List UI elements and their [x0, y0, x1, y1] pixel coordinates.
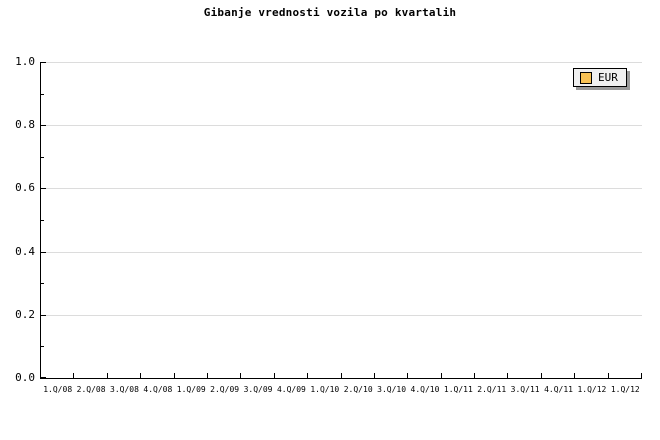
x-tick — [173, 373, 175, 378]
y-axis-label: 0.8 — [15, 118, 35, 132]
y-minor-tick — [41, 156, 44, 158]
x-axis-label: 1.Q/12 — [577, 385, 607, 394]
x-tick — [340, 373, 342, 378]
y-gridline — [41, 314, 642, 316]
x-axis-label: 3.Q/10 — [377, 385, 407, 394]
x-tick — [440, 373, 442, 378]
x-tick — [507, 373, 509, 378]
x-tick — [307, 373, 309, 378]
x-axis-label: 3.Q/09 — [243, 385, 273, 394]
legend-swatch-eur-icon — [580, 71, 592, 84]
x-axis-label: 2.Q/08 — [76, 385, 106, 394]
x-axis-label: 1.Q/10 — [310, 385, 340, 394]
x-tick — [240, 373, 242, 378]
y-major-tick — [41, 251, 46, 253]
x-tick — [474, 373, 476, 378]
x-tick — [607, 373, 609, 378]
x-axis-label: 4.Q/08 — [143, 385, 173, 394]
x-tick — [574, 373, 576, 378]
x-axis-label: 2.Q/10 — [343, 385, 373, 394]
x-tick — [140, 373, 142, 378]
y-minor-tick — [41, 220, 44, 221]
x-tick — [73, 373, 75, 378]
x-axis-label: 2.Q/11 — [477, 385, 507, 394]
y-minor-tick — [41, 93, 44, 95]
y-gridline — [41, 125, 642, 127]
x-axis-label: 4.Q/09 — [276, 385, 306, 394]
x-tick — [206, 373, 208, 378]
x-tick — [106, 373, 108, 378]
x-tick — [540, 373, 542, 378]
x-tick — [373, 373, 375, 378]
chart-title: Gibanje vrednosti vozila po kvartalih — [203, 6, 457, 19]
x-tick — [641, 373, 642, 378]
x-axis-label: 1.Q/12 — [610, 385, 640, 394]
plot-area: 1.0 0.8 0.6 0.4 0.2 0.0 1.Q/08 2.Q/08 3.Q/08 4.Q/… — [15, 56, 642, 394]
x-axis-label: 1.Q/08 — [43, 385, 73, 394]
x-axis-label: 1.Q/09 — [176, 385, 206, 394]
y-major-tick — [41, 62, 46, 63]
y-axis-label: 0.0 — [15, 371, 35, 384]
x-axis-label: 4.Q/11 — [544, 385, 573, 394]
x-axis-label: 2.Q/09 — [210, 385, 240, 394]
x-axis-label: 3.Q/08 — [110, 385, 139, 394]
y-major-tick — [41, 314, 46, 316]
legend-box: EUR — [573, 68, 627, 87]
x-axis-label: 4.Q/10 — [410, 385, 440, 394]
y-gridline — [41, 62, 642, 63]
y-minor-tick — [41, 346, 44, 348]
y-major-tick — [41, 188, 46, 190]
y-axis-label: 0.6 — [15, 181, 35, 195]
y-major-tick — [41, 377, 46, 378]
y-minor-tick — [41, 283, 44, 285]
x-tick — [273, 373, 275, 378]
y-gridline — [41, 188, 642, 190]
x-axis-label: 1.Q/11 — [443, 385, 473, 394]
y-axis-label: 1.0 — [15, 55, 35, 68]
x-axis-label: 3.Q/11 — [510, 385, 540, 394]
legend-label-eur: EUR — [598, 71, 618, 84]
y-major-tick — [41, 125, 46, 127]
x-tick — [407, 373, 409, 378]
y-axis-label: 0.2 — [15, 307, 35, 321]
y-axis-label: 0.4 — [15, 244, 35, 258]
y-gridline — [41, 251, 642, 253]
